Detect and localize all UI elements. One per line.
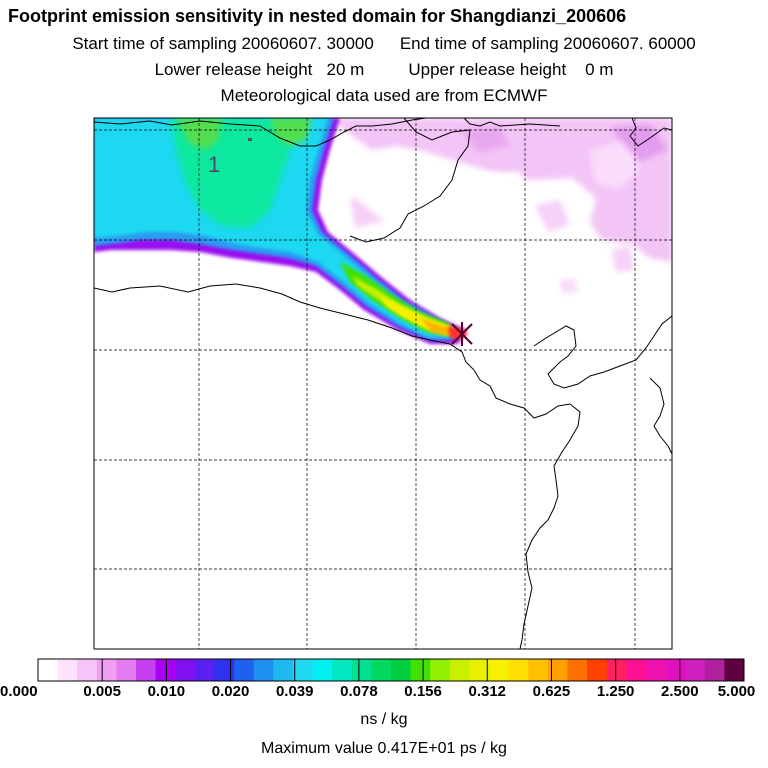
colorbar-units: ns / kg bbox=[360, 711, 408, 728]
coastlines bbox=[94, 118, 672, 649]
colorbar-cell bbox=[351, 659, 372, 681]
colorbar-frame bbox=[37, 658, 745, 682]
colorbar-cell bbox=[587, 659, 608, 681]
colorbar-cell bbox=[704, 659, 725, 681]
upper-release-height-label: Upper release height 0 m bbox=[408, 60, 614, 79]
colorbar-cell bbox=[528, 659, 549, 681]
meteorological-data-label: Meteorological data used are from ECMWF bbox=[220, 86, 548, 105]
colorbar-tick-label: 0.000 bbox=[0, 683, 38, 700]
colorbar-tick-label: 0.156 bbox=[404, 683, 442, 700]
colorbar-cell bbox=[547, 659, 568, 681]
lower-release-height-label: Lower release height 20 m bbox=[154, 60, 365, 79]
station-marker bbox=[248, 138, 252, 141]
colorbar-cell bbox=[332, 659, 353, 681]
colorbar-cell bbox=[626, 659, 647, 681]
colorbar-dividers bbox=[101, 659, 681, 681]
colorbar-cell bbox=[57, 659, 78, 681]
colorbar-cell bbox=[77, 659, 98, 681]
colorbar-tick-label: 0.020 bbox=[211, 683, 250, 700]
colorbar-tick-label: 0.010 bbox=[147, 683, 186, 700]
colorbar-cell bbox=[371, 659, 392, 681]
low-sensitivity-clear-areas bbox=[356, 124, 668, 238]
colorbar-cell bbox=[685, 659, 706, 681]
colorbar-cell bbox=[724, 659, 745, 681]
colorbar-cell bbox=[645, 659, 667, 681]
colorbar-cell bbox=[508, 659, 529, 681]
start-time-label: Start time of sampling 20060607. 30000 bbox=[72, 34, 374, 53]
colorbar-cell bbox=[136, 659, 157, 681]
colorbar-cell bbox=[96, 659, 117, 681]
colorbar-cell bbox=[214, 659, 235, 681]
colorbar-cell bbox=[469, 659, 490, 681]
colorbar-cell bbox=[449, 659, 470, 681]
colorbar-tick-label: 5.000 bbox=[717, 683, 756, 700]
colorbar-tick-label: 2.500 bbox=[661, 683, 699, 700]
colorbar-cells bbox=[38, 659, 745, 681]
colorbar-cell bbox=[234, 659, 255, 681]
colorbar-cell bbox=[567, 659, 588, 681]
colorbar-cell bbox=[273, 659, 294, 681]
colorbar-tick-label: 0.312 bbox=[468, 683, 507, 700]
colorbar-cell bbox=[410, 659, 431, 681]
colorbar-cell bbox=[292, 659, 314, 681]
colorbar-cell bbox=[194, 659, 215, 681]
colorbar-cell bbox=[155, 659, 176, 681]
map-frame bbox=[93, 117, 673, 650]
colorbar-cell bbox=[391, 659, 412, 681]
colorbar-cell bbox=[665, 659, 686, 681]
colorbar-tick-label: 0.039 bbox=[275, 683, 314, 700]
maximum-value-label: Maximum value 0.417E+01 ps / kg bbox=[261, 740, 507, 757]
colorbar-cell bbox=[606, 659, 627, 681]
colorbar-tick-label: 1.250 bbox=[596, 683, 635, 700]
sampling-time-line: Start time of sampling 20060607. 30000 En… bbox=[0, 34, 768, 54]
lat-lon-grid bbox=[94, 118, 672, 649]
colorbar-cell bbox=[38, 659, 59, 681]
footprint-plume bbox=[94, 118, 468, 344]
colorbar-tick-label: 0.625 bbox=[532, 683, 571, 700]
receptor-number-label: 1 bbox=[208, 152, 220, 177]
release-height-line: Lower release height 20 m Upper release h… bbox=[0, 60, 768, 80]
end-time-label: End time of sampling 20060607. 60000 bbox=[399, 34, 696, 53]
colorbar-cell bbox=[489, 659, 510, 681]
colorbar-cell bbox=[430, 659, 451, 681]
colorbar-cell bbox=[175, 659, 196, 681]
colorbar-tick-label: 0.078 bbox=[340, 683, 378, 700]
release-point-marker bbox=[451, 322, 473, 346]
map-content bbox=[94, 118, 672, 649]
colorbar-tick-label: 0.005 bbox=[83, 683, 121, 700]
colorbar-cell bbox=[253, 659, 274, 681]
plot-title: Footprint emission sensitivity in nested… bbox=[8, 6, 627, 26]
colorbar-cell bbox=[116, 659, 137, 681]
colorbar-cell bbox=[312, 659, 333, 681]
